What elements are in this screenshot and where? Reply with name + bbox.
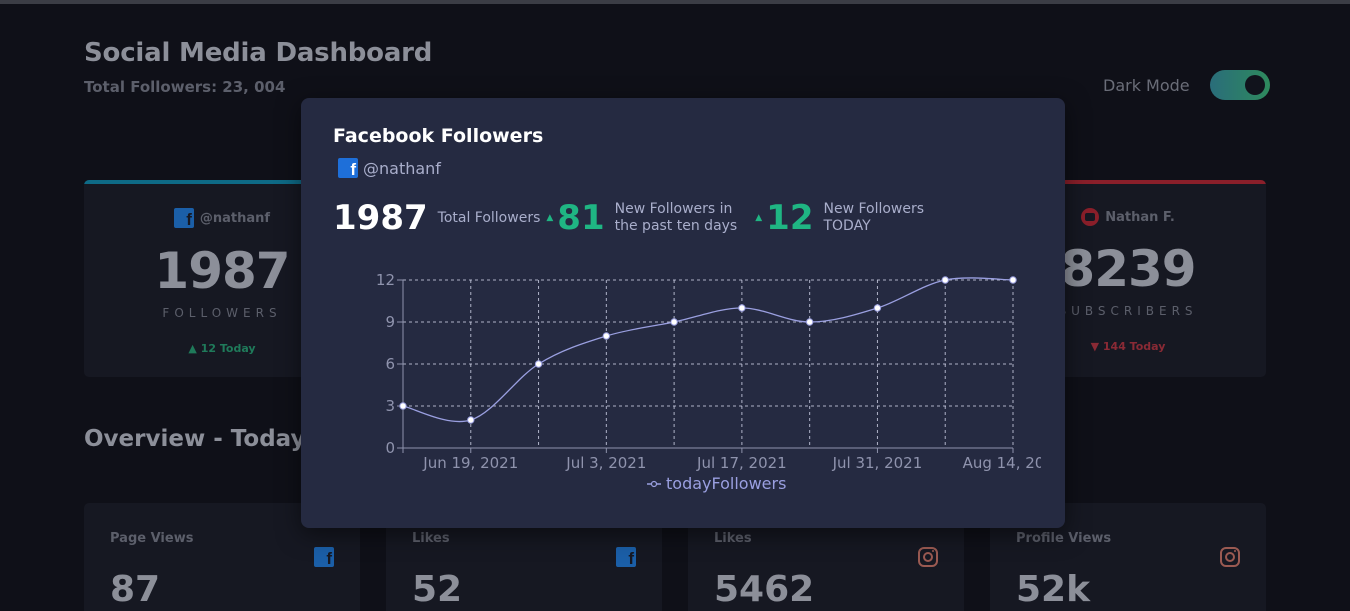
total-followers: Total Followers: 23, 004 <box>84 78 286 96</box>
facebook-icon <box>314 547 334 569</box>
dark-mode-toggle[interactable] <box>1209 70 1270 100</box>
facebook-icon <box>173 208 194 230</box>
followers-line-chart: 0 3 6 9 12 Jun 19, 2021 Jul 3, 2021 Jul 17, 202… <box>376 271 1041 493</box>
facebook-icon <box>616 547 636 569</box>
total-followers-count: 1987 <box>333 198 428 238</box>
youtube-icon <box>1081 208 1100 226</box>
overview-card-value: 87 <box>110 569 161 610</box>
x-tick-label: Jun 19, 2021 <box>422 454 518 472</box>
overview-card-value: 5462 <box>714 569 815 610</box>
data-point <box>873 304 882 312</box>
modal-stats: 1987 Total Followers ▲ 81 New Followers … <box>333 198 924 238</box>
data-point <box>399 402 407 410</box>
arrow-up-icon: ▲ <box>755 213 763 223</box>
overview-card-value: 52 <box>412 569 463 610</box>
y-tick-label: 12 <box>376 271 395 289</box>
arrow-up-icon: ▲ <box>188 342 197 355</box>
card-today-text: 12 Today <box>200 342 256 355</box>
toggle-knob <box>1244 75 1265 95</box>
header: Social Media Dashboard Total Followers: … <box>84 38 432 96</box>
card-handle-text: @nathanf <box>199 210 271 226</box>
total-followers-label: Total Followers <box>437 210 541 226</box>
today-label-line-2: TODAY <box>823 218 871 234</box>
modal-title: Facebook Followers <box>333 125 544 147</box>
facebook-icon <box>338 158 358 180</box>
overview-card-title: Profile Views <box>1016 531 1112 546</box>
dark-mode-label: Dark Mode <box>1103 75 1190 95</box>
browser-top-bar <box>0 0 1350 4</box>
today-label-line-1: New Followers <box>823 201 925 217</box>
instagram-icon <box>1220 547 1240 567</box>
today-count: 12 <box>766 198 814 238</box>
data-point <box>534 360 543 368</box>
data-point <box>602 332 611 340</box>
page-title: Social Media Dashboard <box>84 38 433 68</box>
overview-card-title: Likes <box>714 531 752 546</box>
data-point <box>805 318 814 326</box>
y-tick-label: 9 <box>385 313 395 331</box>
arrow-up-icon: ▲ <box>546 213 554 223</box>
y-tick-label: 0 <box>385 439 395 457</box>
data-point <box>738 304 746 312</box>
legend-label: todayFollowers <box>666 474 786 493</box>
y-tick-label: 3 <box>385 397 395 415</box>
overview-card-title: Likes <box>412 531 450 546</box>
ten-day-label-line-2: the past ten days <box>614 218 738 234</box>
data-point <box>467 416 475 424</box>
card-today: ▼ 144 Today <box>990 340 1266 353</box>
today-label: New Followers TODAY <box>823 201 924 235</box>
card-today: ▲ 12 Today <box>84 342 360 355</box>
card-accent-bar <box>990 180 1266 184</box>
data-point <box>670 318 678 326</box>
ten-day-label: New Followers in the past ten days <box>615 201 738 235</box>
facebook-followers-modal[interactable]: Facebook Followers @nathanf 1987 Total F… <box>301 98 1065 528</box>
x-tick-label: Aug 14, 2021 <box>963 454 1041 472</box>
data-point <box>1009 276 1017 284</box>
modal-handle: @nathanf <box>338 158 441 180</box>
card-accent-bar <box>84 180 360 184</box>
x-tick-label: Jul 17, 2021 <box>696 454 787 472</box>
overview-card-value: 52k <box>1016 569 1091 610</box>
card-kind: SUBSCRIBERS <box>1058 304 1198 318</box>
instagram-icon <box>918 547 938 567</box>
modal-handle-text: @nathanf <box>363 158 441 178</box>
overview-title: Overview - Today <box>84 426 306 452</box>
card-kind: FOLLOWERS <box>162 306 282 320</box>
ten-day-count: 81 <box>557 198 605 238</box>
arrow-down-icon: ▼ <box>1090 340 1100 353</box>
card-count: 1987 <box>154 242 290 300</box>
y-tick-label: 6 <box>385 355 395 373</box>
card-handle: @nathanf <box>84 208 360 230</box>
card-handle-text: Nathan F. <box>1105 209 1175 225</box>
card-today-text: 144 Today <box>1102 340 1166 353</box>
ten-day-label-line-1: New Followers in <box>614 201 733 217</box>
dark-mode-control: Dark Mode <box>1103 70 1270 100</box>
x-tick-label: Jul 31, 2021 <box>832 454 923 472</box>
series-line-todayFollowers <box>402 277 1014 423</box>
overview-card-title: Page Views <box>110 531 194 546</box>
x-tick-label: Jul 3, 2021 <box>565 454 646 472</box>
data-point <box>941 276 949 284</box>
legend-marker-icon <box>650 480 658 488</box>
card-handle: Nathan F. <box>990 208 1266 226</box>
card-count: 8239 <box>1060 240 1196 298</box>
